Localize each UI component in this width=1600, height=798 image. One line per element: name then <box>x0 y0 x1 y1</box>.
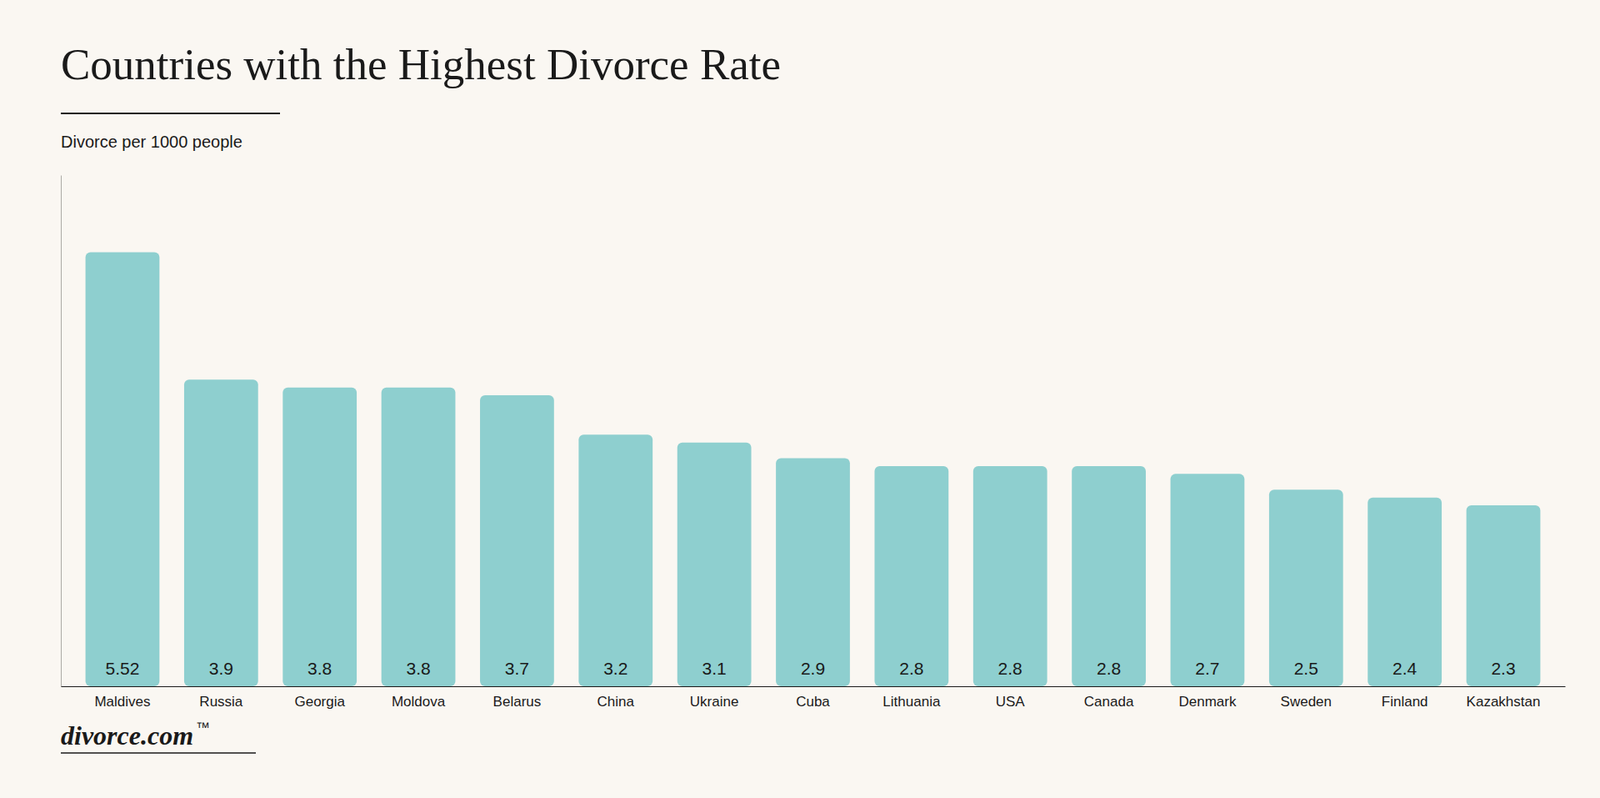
x-tick-label: Maldives <box>94 693 150 710</box>
x-tick-label: Finland <box>1381 693 1429 710</box>
x-tick: China <box>597 693 635 710</box>
x-tick: Georgia <box>294 693 345 710</box>
data-label: 2.8 <box>998 658 1023 678</box>
x-tick-label: Ukraine <box>690 693 740 710</box>
bar <box>1367 497 1442 686</box>
x-tick-label: Moldova <box>391 693 446 710</box>
x-tick: Finland <box>1381 693 1429 710</box>
bar <box>874 465 949 686</box>
bar <box>677 442 752 686</box>
data-label: 3.9 <box>209 658 234 678</box>
watermark-rule <box>60 751 256 754</box>
x-tick: Cuba <box>795 693 830 710</box>
x-tick-label: Kazakhstan <box>1466 693 1541 710</box>
data-label: 3.8 <box>307 658 332 678</box>
x-tick: Sweden <box>1280 693 1332 710</box>
data-label: 3.8 <box>405 658 430 678</box>
bar <box>1071 465 1146 686</box>
y-axis <box>60 175 62 687</box>
bar <box>480 395 555 686</box>
data-label: 2.4 <box>1392 658 1418 678</box>
bar <box>282 387 357 686</box>
x-tick: Kazakhstan <box>1466 693 1541 710</box>
bar <box>1269 489 1344 686</box>
x-tick: Lithuania <box>882 693 941 710</box>
chart-root: Countries with the Highest Divorce Rate D… <box>0 0 1600 798</box>
x-tick-label: Cuba <box>795 693 830 710</box>
data-label: 3.1 <box>702 658 727 678</box>
x-tick-label: Denmark <box>1178 693 1236 710</box>
data-label: 2.5 <box>1294 658 1319 678</box>
data-label: 3.7 <box>505 658 530 678</box>
x-tick-label: Canada <box>1084 693 1135 710</box>
bar <box>578 434 653 686</box>
x-tick: Denmark <box>1178 693 1236 710</box>
plot-area: 5.52 3.9 3.8 3.8 3.7 3.2 3.1 2.9 2.8 2.8 2.8 2.7 2.5… <box>61 175 1566 710</box>
data-label: 2.9 <box>800 658 825 678</box>
x-tick-label: Lithuania <box>882 693 941 710</box>
x-tick: Ukraine <box>690 693 740 710</box>
bars <box>85 251 1541 686</box>
bar <box>1466 505 1541 686</box>
data-label: 2.8 <box>899 658 924 678</box>
x-tick-label: USA <box>995 693 1026 710</box>
title-rule <box>60 112 280 115</box>
title: Countries with the Highest Divorce Rate <box>60 40 781 89</box>
watermark-tm: ™ <box>195 719 210 735</box>
x-tick-label: Sweden <box>1280 693 1332 710</box>
bar <box>184 379 259 686</box>
data-label: 2.3 <box>1490 658 1515 678</box>
y-axis-line <box>60 175 62 687</box>
x-axis-line <box>61 685 1566 687</box>
data-label: 2.8 <box>1096 658 1121 678</box>
x-tick: Moldova <box>391 693 446 710</box>
x-tick: Belarus <box>493 693 542 710</box>
x-tick: Canada <box>1084 693 1135 710</box>
data-label: 3.2 <box>603 658 628 678</box>
bar <box>1170 473 1245 686</box>
x-axis: Maldives Russia Georgia Moldova Belarus China… <box>61 686 1566 710</box>
data-label: 5.52 <box>105 658 140 678</box>
x-tick-label: Russia <box>199 693 244 710</box>
data-label: 2.7 <box>1195 658 1220 678</box>
x-tick: Maldives <box>94 693 150 710</box>
data-labels: 5.52 3.9 3.8 3.8 3.7 3.2 3.1 2.9 2.8 2.8 2.8 2.7 2.5… <box>105 658 1516 678</box>
bar <box>85 251 160 686</box>
x-tick-label: Belarus <box>493 693 542 710</box>
bar <box>973 465 1048 686</box>
x-tick: Russia <box>199 693 244 710</box>
bar <box>775 458 850 686</box>
x-tick: USA <box>995 693 1026 710</box>
x-tick-label: Georgia <box>294 693 345 710</box>
watermark: divorce.com <box>60 720 194 750</box>
x-tick-label: China <box>597 693 635 710</box>
bar <box>381 387 456 686</box>
subtitle: Divorce per 1000 people <box>60 132 243 151</box>
